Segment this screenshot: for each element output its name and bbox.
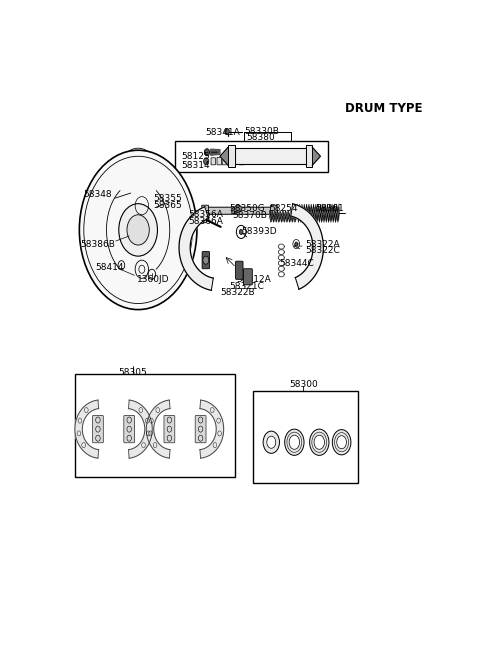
Circle shape bbox=[203, 256, 209, 264]
Circle shape bbox=[127, 215, 149, 245]
Circle shape bbox=[289, 435, 300, 449]
Text: 58322C: 58322C bbox=[305, 246, 340, 255]
Text: 58370B: 58370B bbox=[232, 211, 267, 220]
Text: 58321C: 58321C bbox=[229, 282, 264, 291]
Circle shape bbox=[310, 429, 329, 455]
Text: 58322A: 58322A bbox=[305, 240, 340, 248]
FancyBboxPatch shape bbox=[93, 415, 103, 443]
FancyBboxPatch shape bbox=[195, 415, 206, 443]
FancyBboxPatch shape bbox=[271, 205, 277, 216]
Text: 58414: 58414 bbox=[96, 263, 124, 272]
Circle shape bbox=[337, 436, 347, 449]
FancyBboxPatch shape bbox=[202, 205, 208, 216]
Text: 58330B: 58330B bbox=[244, 126, 279, 136]
Polygon shape bbox=[211, 149, 220, 155]
Polygon shape bbox=[75, 400, 98, 458]
Circle shape bbox=[240, 229, 243, 234]
FancyBboxPatch shape bbox=[211, 158, 216, 165]
Circle shape bbox=[314, 435, 324, 449]
FancyBboxPatch shape bbox=[206, 207, 273, 214]
Text: 58393D: 58393D bbox=[241, 227, 277, 236]
Text: 1360JD: 1360JD bbox=[137, 275, 170, 284]
Circle shape bbox=[204, 158, 209, 165]
Circle shape bbox=[79, 150, 197, 310]
Circle shape bbox=[295, 242, 298, 246]
Text: 58312A: 58312A bbox=[236, 275, 271, 284]
FancyBboxPatch shape bbox=[107, 194, 116, 202]
FancyBboxPatch shape bbox=[106, 234, 117, 248]
Text: 58361: 58361 bbox=[315, 204, 344, 214]
Circle shape bbox=[119, 204, 157, 256]
Polygon shape bbox=[179, 207, 213, 290]
Text: 58300: 58300 bbox=[289, 381, 318, 389]
FancyBboxPatch shape bbox=[202, 252, 210, 269]
Text: 58355: 58355 bbox=[154, 194, 182, 203]
Circle shape bbox=[332, 430, 351, 455]
FancyBboxPatch shape bbox=[240, 156, 244, 165]
Text: 58305: 58305 bbox=[119, 367, 147, 377]
Polygon shape bbox=[220, 147, 228, 165]
Circle shape bbox=[285, 429, 304, 455]
Polygon shape bbox=[200, 400, 224, 458]
Bar bbox=[228, 145, 235, 168]
Polygon shape bbox=[232, 204, 242, 214]
Text: 58356A: 58356A bbox=[188, 210, 223, 219]
FancyBboxPatch shape bbox=[243, 269, 252, 285]
FancyBboxPatch shape bbox=[164, 415, 175, 443]
Text: 58314: 58314 bbox=[181, 161, 210, 170]
FancyBboxPatch shape bbox=[229, 157, 234, 165]
FancyBboxPatch shape bbox=[236, 261, 243, 279]
Circle shape bbox=[263, 431, 279, 453]
Text: 58386B: 58386B bbox=[81, 240, 115, 248]
Text: 58365: 58365 bbox=[154, 200, 182, 210]
Bar bbox=[253, 391, 358, 483]
Bar bbox=[235, 148, 305, 164]
Circle shape bbox=[267, 436, 276, 448]
Text: DRUM TYPE: DRUM TYPE bbox=[345, 102, 422, 115]
Text: 58366A: 58366A bbox=[188, 217, 223, 226]
Text: 58348: 58348 bbox=[83, 190, 112, 199]
Bar bbox=[75, 373, 235, 477]
Polygon shape bbox=[146, 400, 170, 458]
Text: 58254: 58254 bbox=[269, 204, 298, 214]
FancyBboxPatch shape bbox=[217, 157, 221, 165]
Bar bbox=[305, 145, 312, 168]
FancyBboxPatch shape bbox=[222, 157, 227, 165]
Text: 58341A: 58341A bbox=[205, 128, 240, 137]
Text: 58350G: 58350G bbox=[229, 204, 265, 214]
Bar bbox=[175, 141, 328, 172]
FancyBboxPatch shape bbox=[124, 415, 134, 443]
Circle shape bbox=[204, 149, 210, 156]
Text: 58380: 58380 bbox=[247, 133, 276, 142]
Polygon shape bbox=[312, 147, 321, 165]
Circle shape bbox=[225, 128, 229, 134]
Polygon shape bbox=[129, 400, 152, 458]
Text: 58322B: 58322B bbox=[220, 288, 254, 297]
Text: 58344C: 58344C bbox=[279, 259, 314, 268]
Text: 58125: 58125 bbox=[181, 152, 210, 161]
Polygon shape bbox=[291, 204, 324, 290]
